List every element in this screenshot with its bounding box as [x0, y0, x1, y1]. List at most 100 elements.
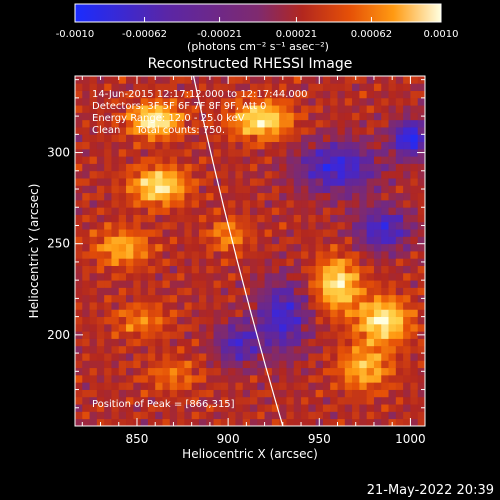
heatmap-cell — [301, 97, 309, 106]
heatmap-cell — [388, 396, 397, 405]
heatmap-cell — [359, 236, 368, 245]
heatmap-cell — [155, 141, 163, 150]
heatmap-cell — [330, 229, 338, 237]
heatmap-cell — [403, 265, 411, 274]
heatmap-cell — [177, 178, 185, 186]
heatmap-cell — [337, 280, 346, 288]
heatmap-cell — [140, 97, 149, 106]
heatmap-cell — [111, 258, 120, 266]
heatmap-cell — [417, 302, 425, 310]
heatmap-cell — [147, 382, 156, 390]
heatmap-cell — [228, 294, 236, 303]
heatmap-cell — [235, 374, 244, 383]
heatmap-cell — [89, 338, 98, 347]
heatmap-cell — [417, 280, 425, 288]
heatmap-cell — [250, 156, 258, 164]
heatmap-cell — [126, 374, 134, 383]
heatmap-cell — [213, 316, 222, 325]
heatmap-cell — [162, 127, 171, 135]
heatmap-cell — [359, 192, 368, 201]
heatmap-cell — [366, 360, 375, 369]
heatmap-cell — [395, 316, 404, 325]
heatmap-cell — [264, 323, 273, 332]
heatmap-cell — [308, 90, 317, 99]
heatmap-cell — [191, 127, 200, 135]
heatmap-cell — [330, 178, 338, 186]
heatmap-cell — [242, 199, 251, 208]
heatmap-cell — [118, 214, 127, 223]
heatmap-cell — [126, 76, 134, 84]
heatmap-cell — [111, 280, 120, 288]
heatmap-cell — [257, 229, 265, 237]
heatmap-cell — [410, 287, 419, 296]
heatmap-cell — [330, 345, 338, 354]
heatmap-cell — [279, 353, 287, 361]
heatmap-cell — [410, 170, 419, 179]
heatmap-cell — [257, 163, 265, 172]
heatmap-cell — [366, 148, 375, 157]
heatmap-cell — [330, 134, 338, 143]
heatmap-cell — [242, 156, 251, 164]
heatmap-cell — [147, 163, 156, 172]
heatmap-cell — [250, 119, 258, 128]
heatmap-cell — [271, 97, 280, 106]
heatmap-cell — [322, 418, 331, 426]
heatmap-cell — [213, 207, 222, 215]
heatmap-cell — [330, 243, 338, 252]
heatmap-cell — [395, 331, 404, 339]
heatmap-cell — [228, 83, 236, 91]
heatmap-cell — [198, 127, 207, 135]
heatmap-cell — [118, 316, 127, 325]
heatmap-cell — [162, 170, 171, 179]
heatmap-cell — [206, 83, 214, 91]
heatmap-cell — [242, 163, 251, 172]
heatmap-cell — [133, 331, 142, 339]
annotation-detectors: Detectors: 3F 5F 6F 7F 8F 9F, Att 0 — [92, 101, 266, 112]
heatmap-cell — [162, 280, 171, 288]
heatmap-cell — [191, 105, 200, 113]
heatmap-cell — [271, 178, 280, 186]
heatmap-cell — [322, 287, 331, 296]
heatmap-cell — [330, 192, 338, 201]
heatmap-cell — [373, 134, 382, 143]
heatmap-cell — [228, 199, 236, 208]
heatmap-cell — [220, 316, 229, 325]
heatmap-cell — [308, 418, 317, 426]
heatmap-cell — [322, 294, 331, 303]
heatmap-cell — [206, 294, 214, 303]
heatmap-cell — [417, 353, 425, 361]
heatmap-cell — [373, 243, 382, 252]
heatmap-cell — [155, 207, 163, 215]
heatmap-cell — [140, 382, 149, 390]
heatmap-cell — [198, 382, 207, 390]
heatmap-cell — [410, 323, 419, 332]
heatmap-cell — [373, 389, 382, 398]
heatmap-cell — [381, 221, 389, 230]
heatmap-cell — [191, 170, 200, 179]
heatmap-cell — [191, 214, 200, 223]
heatmap-cell — [381, 287, 389, 296]
heatmap-cell — [162, 331, 171, 339]
heatmap-cell — [410, 141, 419, 150]
heatmap-cell — [403, 127, 411, 135]
heatmap-cell — [330, 163, 338, 172]
heatmap-cell — [140, 207, 149, 215]
heatmap-cell — [286, 221, 295, 230]
heatmap-cell — [118, 265, 127, 274]
heatmap-cell — [242, 287, 251, 296]
heatmap-cell — [257, 156, 265, 164]
heatmap-cell — [242, 229, 251, 237]
heatmap-cell — [344, 251, 353, 259]
heatmap-cell — [228, 404, 236, 412]
heatmap-cell — [301, 127, 309, 135]
heatmap-cell — [169, 148, 178, 157]
heatmap-cell — [395, 221, 404, 230]
heatmap-cell — [257, 207, 265, 215]
heatmap-cell — [96, 163, 105, 172]
heatmap-cell — [126, 360, 134, 369]
heatmap-cell — [191, 418, 200, 426]
heatmap-cell — [301, 251, 309, 259]
heatmap-cell — [352, 148, 360, 157]
heatmap-cell — [213, 389, 222, 398]
heatmap-cell — [118, 163, 127, 172]
